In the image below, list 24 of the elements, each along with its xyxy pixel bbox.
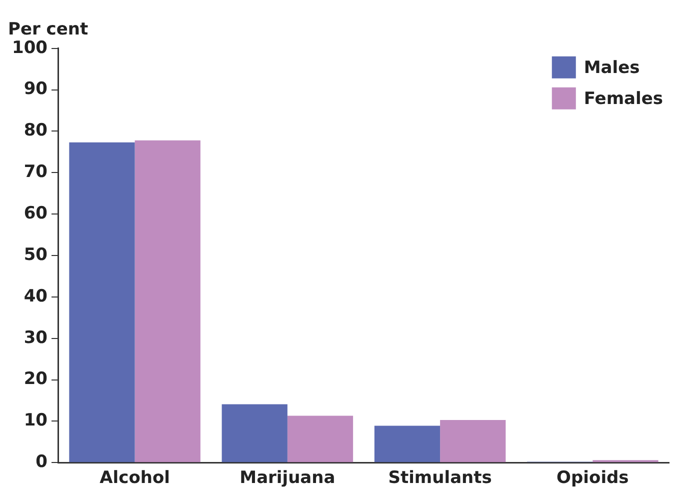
y-tick-label: 50 <box>24 244 48 265</box>
x-tick-label: Marijuana <box>240 468 336 488</box>
y-tick-label: 30 <box>24 328 48 348</box>
y-axis-title: Per cent <box>8 20 88 40</box>
legend-label: Males <box>584 58 640 78</box>
x-tick-label: Stimulants <box>388 468 492 488</box>
x-tick-label: Alcohol <box>100 468 170 488</box>
y-tick-label: 90 <box>24 79 48 100</box>
bar <box>440 420 506 462</box>
bar <box>374 426 440 462</box>
bar <box>287 416 354 462</box>
bar <box>222 404 288 462</box>
legend-label: Females <box>584 88 664 109</box>
y-tick-label: 70 <box>24 162 48 182</box>
y-tick-label: 20 <box>24 369 48 390</box>
x-tick-label: Opioids <box>556 468 629 488</box>
y-tick-label: 80 <box>24 120 48 141</box>
y-tick-label: 40 <box>24 286 48 306</box>
bar <box>134 140 200 462</box>
y-tick-label: 10 <box>24 410 48 431</box>
y-tick-label: 60 <box>24 204 48 224</box>
y-tick-label: 0 <box>36 452 48 472</box>
y-tick-label: 100 <box>12 38 48 58</box>
bar <box>69 142 135 462</box>
